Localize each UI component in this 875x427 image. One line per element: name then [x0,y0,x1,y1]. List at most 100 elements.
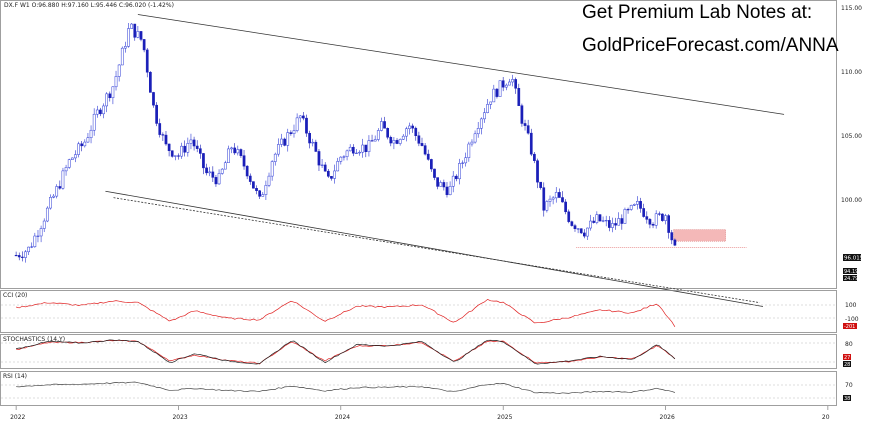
candle-body [302,115,305,119]
candle-body [21,256,24,258]
candle-body [370,140,374,142]
promo-line-1: Get Premium Lab Notes at: [582,2,812,23]
candle-body [92,113,96,131]
candle-body [61,170,65,189]
candle-body [39,228,43,237]
candle-body [164,134,168,145]
candle-body [589,220,592,229]
mid-badge [843,268,857,274]
candle-body [470,141,474,145]
candle-body [70,157,74,160]
candle-body [533,153,536,161]
candle-body [351,146,355,154]
candle-body [657,213,661,215]
candle-body [355,152,358,154]
trendline-lower [105,190,764,307]
candle-body [479,118,483,129]
candle-body [626,209,630,211]
candle-body [517,88,521,106]
candle-body [45,207,49,222]
candle-body [120,47,124,66]
candle-body [526,125,530,134]
candle-body [423,145,427,155]
candle-body [236,149,240,154]
candle-body [220,168,224,174]
candle-body [461,162,464,164]
rsi-value-badge [843,395,851,401]
candle-body [180,145,183,157]
candle-body [561,197,564,203]
y-tick-label: 115.00 [841,5,862,12]
candle-body [155,104,158,124]
candle-body [620,218,624,224]
candle-body [239,149,243,156]
candle-body [520,105,524,124]
candle-body [255,188,258,191]
x-tick-label: 2024 [335,414,350,421]
candle-body [111,86,115,99]
candle-body [458,163,461,180]
candle-body [380,121,383,131]
candle-body [277,144,280,155]
candle-body [398,139,402,144]
candle-body [311,141,315,144]
stoch-panel-frame [0,334,837,369]
candle-body [326,170,330,177]
candle-body [504,84,508,88]
candle-body [598,214,602,222]
last-price-label: 96.015 [844,256,864,262]
candle-body [645,216,649,220]
candle-body [636,201,639,205]
ohlc-header: DX.F W1 O:96.880 H:97.160 L:95.446 C:96.… [4,2,174,9]
cci-line [1,298,836,327]
candle-body [529,132,533,155]
candle-body [124,46,127,49]
stoch-lines [1,339,836,365]
trendline-upper [137,14,785,115]
stoch-d-series [16,339,676,365]
candle-body [152,92,155,106]
candle-body [564,201,567,213]
stoch-d-badge [843,361,851,367]
candle-body [158,123,162,135]
candle-body [189,139,193,144]
main-panel-frame [0,0,837,289]
candle-body [270,161,274,177]
candle-body [74,154,77,159]
candle-body [367,140,371,152]
cci-title: CCI (20) [3,292,27,299]
candle-body [433,168,436,178]
candle-body [495,88,499,97]
candle-body [133,23,137,38]
candle-body [426,153,430,160]
candle-body [558,192,561,198]
trendlines [105,14,785,307]
candle-body [52,195,55,198]
candle-body [149,71,152,93]
candle-body [648,219,652,225]
candle-body [579,228,583,234]
candle-body [607,220,611,228]
candle-body [408,125,411,130]
candle-body [401,135,405,140]
candle-body [376,130,380,140]
x-tick-label: 2022 [10,414,25,421]
candle-body [286,132,290,146]
candle-body [386,128,390,138]
candle-body [245,165,249,177]
resistance-zone [673,229,726,242]
candle-body [576,228,580,230]
candle-body [417,135,421,144]
cci-panel-frame [0,290,837,333]
candle-body [102,105,105,115]
candle-body [95,109,99,115]
candle-body [592,220,596,223]
rsi-panel-frame [0,371,837,406]
candle-body [629,205,633,210]
x-tick-label: 2025 [497,414,512,421]
candle-body [67,159,71,168]
candle-body [501,80,505,88]
cci-value-label: -201 [844,324,855,330]
rsi-value-label: 38 [844,396,850,402]
candle-body [454,175,458,180]
